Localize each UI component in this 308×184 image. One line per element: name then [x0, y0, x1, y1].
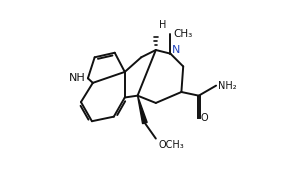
Text: O: O: [201, 113, 208, 123]
Text: N: N: [172, 45, 180, 55]
Text: NH: NH: [68, 73, 85, 83]
Text: OCH₃: OCH₃: [159, 140, 184, 150]
Text: NH₂: NH₂: [218, 81, 237, 91]
Polygon shape: [138, 96, 147, 124]
Text: H: H: [160, 20, 167, 30]
Text: CH₃: CH₃: [174, 29, 193, 39]
